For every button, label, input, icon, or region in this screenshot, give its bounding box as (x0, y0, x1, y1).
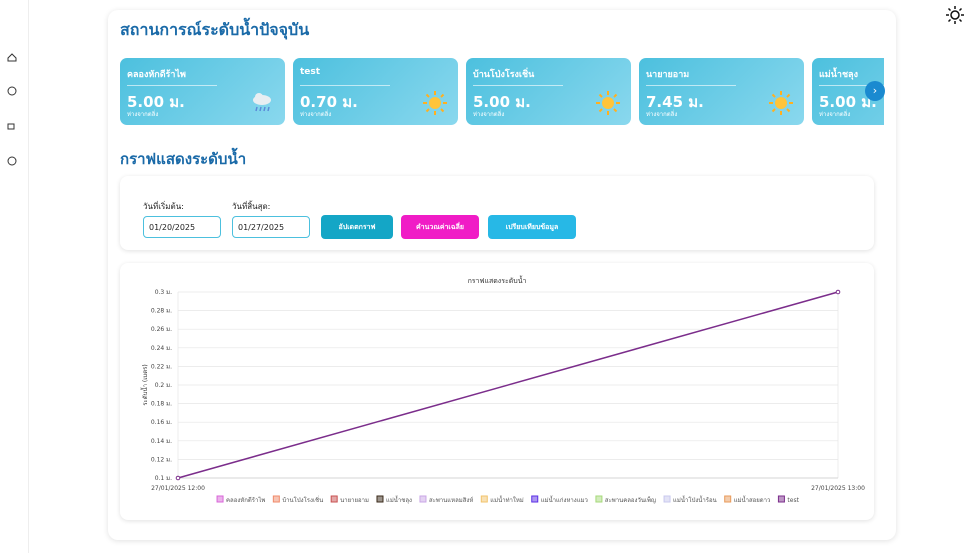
legend-label: แม่น้ำโป่งน้ำร้อน (673, 494, 717, 504)
divider (646, 85, 736, 86)
station-note: ห่างจากตลิ่ง (646, 111, 678, 118)
station-name: นายายอาม (646, 70, 690, 80)
station-note: ห่างจากตลิ่ง (819, 111, 851, 118)
legend-label: แม่น้ำสอยดาว (734, 494, 771, 504)
legend: คลองหักดีร้าไพ บ้านโป่งโรงเชิ่น นายายอาม แม… (216, 494, 800, 504)
legend-swatch (419, 495, 427, 503)
station-name: บ้านโป่งโรงเชิ่น (473, 70, 535, 80)
legend-swatch (777, 495, 785, 503)
theme-toggle[interactable] (945, 5, 965, 25)
station-level: 5.00 ม. (127, 93, 185, 111)
y-tick-label: 0.16 ม. (151, 419, 172, 426)
legend-label: นายายอาม (340, 497, 369, 504)
controls: วันที่เริ่มต้น: 01/20/2025 วันที่สิ้นสุด… (120, 176, 874, 250)
station-note: ห่างจากตลิ่ง (473, 111, 505, 118)
chart-title: กราฟแสดงระดับน้ำ (468, 274, 527, 285)
end-label: วันที่สิ้นสุด: (232, 202, 271, 211)
legend-label: บ้านโป่งโรงเชิ่น (282, 496, 323, 504)
legend-swatch (595, 495, 603, 503)
y-tick-label: 0.2 ม. (155, 382, 172, 389)
clock-icon[interactable] (7, 86, 17, 96)
x-tick-label: 27/01/2025 12:00 (151, 485, 205, 492)
station-level: 5.00 ม. (473, 93, 531, 111)
station-level: 0.70 ม. (300, 93, 358, 111)
divider (473, 85, 563, 86)
y-tick-label: 0.3 ม. (155, 289, 172, 296)
start-label: วันที่เริ่มต้น: (143, 202, 184, 211)
y-tick-label: 0.28 ม. (151, 308, 172, 315)
legend-swatch (330, 495, 338, 503)
legend-label: สะพานคลองวันเพ็ญ (605, 495, 656, 504)
next-button[interactable]: › (865, 81, 885, 101)
legend-swatch (663, 495, 671, 503)
divider (300, 85, 390, 86)
data-point (835, 289, 841, 295)
sidebar (0, 0, 29, 553)
divider (819, 85, 884, 86)
divider (127, 85, 217, 86)
station-note: ห่างจากตลิ่ง (127, 111, 159, 118)
station-level: 7.45 ม. (646, 93, 704, 111)
weather-icon (769, 91, 793, 115)
station-note: ห่างจากตลิ่ง (300, 111, 332, 118)
weather-icon (596, 91, 620, 115)
section-title: กราฟแสดงระดับน้ำ (120, 150, 247, 168)
station-name: คลองหักดีร้าไพ (127, 70, 186, 80)
legend-swatch (272, 495, 280, 503)
start-date[interactable]: 01/20/2025 (143, 216, 221, 238)
legend-swatch (376, 495, 384, 503)
weather-icon (423, 91, 447, 115)
data-point (175, 475, 181, 481)
card-strip: คลองหักดีร้าไพ 5.00 ม. ห่างจากตลิ่ง test 0.7… (120, 58, 884, 126)
info-icon[interactable] (7, 156, 17, 166)
y-tick-label: 0.22 ม. (151, 363, 172, 370)
y-tick-label: 0.24 ม. (151, 345, 172, 352)
x-tick-label: 27/01/2025 13:00 (811, 485, 865, 492)
legend-label: แม่น้ำท่าใหม่ (490, 494, 524, 504)
end-date[interactable]: 01/27/2025 (232, 216, 310, 238)
legend-label: คลองหักดีร้าไพ (226, 496, 265, 504)
legend-label: test (787, 497, 799, 504)
y-tick-label: 0.14 ม. (151, 438, 172, 445)
y-tick-label: 0.18 ม. (151, 401, 172, 408)
station-card[interactable]: บ้านโป่งโรงเชิ่น 5.00 ม. ห่างจากตลิ่ง (466, 58, 631, 125)
compare-button[interactable]: เปรียบเทียบข้อมูล (488, 215, 576, 239)
update-button[interactable]: อัปเดตกราฟ (321, 215, 393, 239)
station-card[interactable]: นายายอาม 7.45 ม. ห่างจากตลิ่ง (639, 58, 804, 125)
y-tick-label: 0.1 ม. (155, 475, 172, 482)
sidebar-icons (7, 53, 17, 166)
video-icon[interactable] (7, 123, 15, 130)
legend-swatch (480, 495, 488, 503)
legend-swatch (531, 495, 539, 503)
series-line (177, 291, 839, 479)
y-tick-label: 0.26 ม. (151, 326, 172, 333)
weather-icon (253, 93, 271, 112)
station-name: test (300, 67, 321, 77)
page-title: สถานการณ์ระดับน้ำปัจจุบัน (120, 20, 310, 39)
legend-swatch (724, 495, 732, 503)
legend-swatch (216, 495, 224, 503)
y-tick-label: 0.12 ม. (151, 456, 172, 463)
legend-label: แม่น้ำแก่งหางแมว (541, 494, 588, 504)
station-card[interactable]: คลองหักดีร้าไพ 5.00 ม. ห่างจากตลิ่ง (120, 58, 285, 125)
station-card[interactable]: test 0.70 ม. ห่างจากตลิ่ง (293, 58, 458, 125)
legend-label: สะพานแหลมสิงห์ (429, 496, 473, 504)
legend-label: แม่น้ำชลุง (386, 494, 412, 504)
chart: กราฟแสดงระดับน้ำ ระดับน้ำ (เมตร) 0.1 ม. 0… (139, 274, 865, 504)
home-icon[interactable] (7, 53, 17, 62)
y-axis-label: ระดับน้ำ (เมตร) (139, 364, 149, 405)
station-level: 5.00 ม. (819, 93, 877, 111)
station-name: แม่น้ำชลุง (819, 70, 858, 80)
average-button[interactable]: คำนวณค่าเฉลี่ย (401, 215, 479, 239)
main-panel: สถานการณ์ระดับน้ำปัจจุบัน คลองหักดีร้าไพ… (108, 10, 896, 540)
